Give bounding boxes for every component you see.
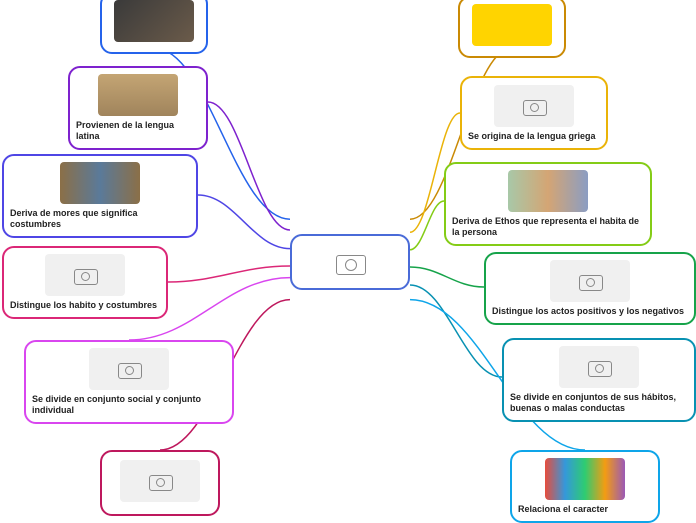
image-placeholder-icon	[559, 346, 639, 388]
edge-mores	[198, 195, 290, 249]
node-bottom-left[interactable]	[100, 450, 220, 516]
node-latina[interactable]: Provienen de la lengua latina	[68, 66, 208, 150]
edge-habito	[168, 266, 290, 282]
node-label: Deriva de mores que significa costumbres	[10, 208, 190, 230]
node-actos[interactable]: Distingue los actos positivos y los nega…	[484, 252, 696, 325]
node-label: Relaciona el caracter	[518, 504, 652, 515]
image-placeholder-icon	[45, 254, 125, 296]
edge-actos	[410, 267, 484, 287]
node-label: Se divide en conjunto social y conjunto …	[32, 394, 226, 416]
image-placeholder-icon	[494, 85, 574, 127]
node-image	[114, 0, 194, 42]
node-image	[98, 74, 178, 116]
node-image	[472, 4, 552, 46]
image-placeholder-icon	[120, 460, 200, 502]
node-label: Deriva de Ethos que representa el habita…	[452, 216, 644, 238]
node-label: Distingue los habito y costumbres	[10, 300, 160, 311]
edge-ethos	[410, 201, 444, 250]
image-placeholder-icon	[89, 348, 169, 390]
node-image	[60, 162, 140, 204]
node-label: Se origina de la lengua griega	[468, 131, 600, 142]
node-label: Se divide en conjuntos de sus hábitos, b…	[510, 392, 688, 414]
node-image	[508, 170, 588, 212]
node-ethos[interactable]: Deriva de Ethos que representa el habita…	[444, 162, 652, 246]
edge-latina	[208, 102, 290, 230]
node-divide[interactable]: Se divide en conjuntos de sus hábitos, b…	[502, 338, 696, 422]
node-habito[interactable]: Distingue los habito y costumbres	[2, 246, 168, 319]
image-placeholder-icon	[325, 250, 375, 274]
node-image	[545, 458, 625, 500]
node-etica[interactable]	[458, 0, 566, 58]
node-caracter[interactable]: Relaciona el caracter	[510, 450, 660, 523]
center-node[interactable]	[290, 234, 410, 290]
node-mores[interactable]: Deriva de mores que significa costumbres	[2, 154, 198, 238]
image-placeholder-icon	[550, 260, 630, 302]
node-conjunto[interactable]: Se divide en conjunto social y conjunto …	[24, 340, 234, 424]
node-label: Distingue los actos positivos y los nega…	[492, 306, 688, 317]
node-moral[interactable]	[100, 0, 208, 54]
node-griega[interactable]: Se origina de la lengua griega	[460, 76, 608, 150]
node-label: Provienen de la lengua latina	[76, 120, 200, 142]
